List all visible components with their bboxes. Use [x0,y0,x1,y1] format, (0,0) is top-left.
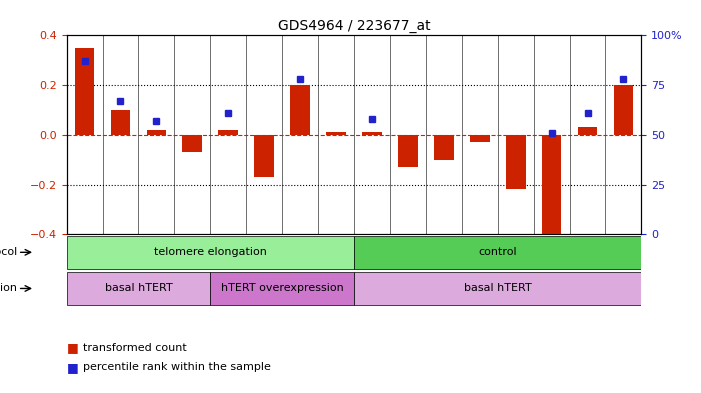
Text: genotype/variation: genotype/variation [0,283,18,294]
Bar [398,135,418,167]
Text: percentile rank within the sample: percentile rank within the sample [83,362,271,373]
Bar [362,132,382,135]
Bar [426,35,462,234]
Bar [219,130,238,135]
Bar [67,236,354,268]
Bar [102,35,139,234]
Bar [326,132,346,135]
Bar [67,272,210,305]
Text: basal hTERT: basal hTERT [104,283,172,294]
Text: basal hTERT: basal hTERT [464,283,531,294]
Text: ■: ■ [67,361,79,374]
Bar [246,35,282,234]
Bar [542,135,562,234]
Bar [354,35,390,234]
Bar [210,35,246,234]
Bar [210,272,354,305]
Bar [470,135,489,142]
Text: transformed count: transformed count [83,343,186,353]
Bar [569,35,606,234]
Bar [290,85,310,135]
Bar [318,35,354,234]
Bar [111,110,130,135]
Bar [434,135,454,160]
Bar [613,85,633,135]
Bar [498,35,533,234]
Title: GDS4964 / 223677_at: GDS4964 / 223677_at [278,19,430,33]
Bar [606,35,641,234]
Bar [462,35,498,234]
Bar [578,127,597,135]
Bar [506,135,526,189]
Text: hTERT overexpression: hTERT overexpression [221,283,343,294]
Bar [533,35,569,234]
Bar [67,35,102,234]
Bar [354,236,641,268]
Bar [147,130,166,135]
Text: control: control [478,247,517,257]
Bar [138,35,175,234]
Text: telomere elongation: telomere elongation [154,247,267,257]
Bar [182,135,202,152]
Text: protocol: protocol [0,247,18,257]
Bar [390,35,426,234]
Bar [283,35,318,234]
Bar [175,35,210,234]
Bar [354,272,641,305]
Bar [75,48,95,135]
Text: ■: ■ [67,341,79,354]
Bar [254,135,274,177]
